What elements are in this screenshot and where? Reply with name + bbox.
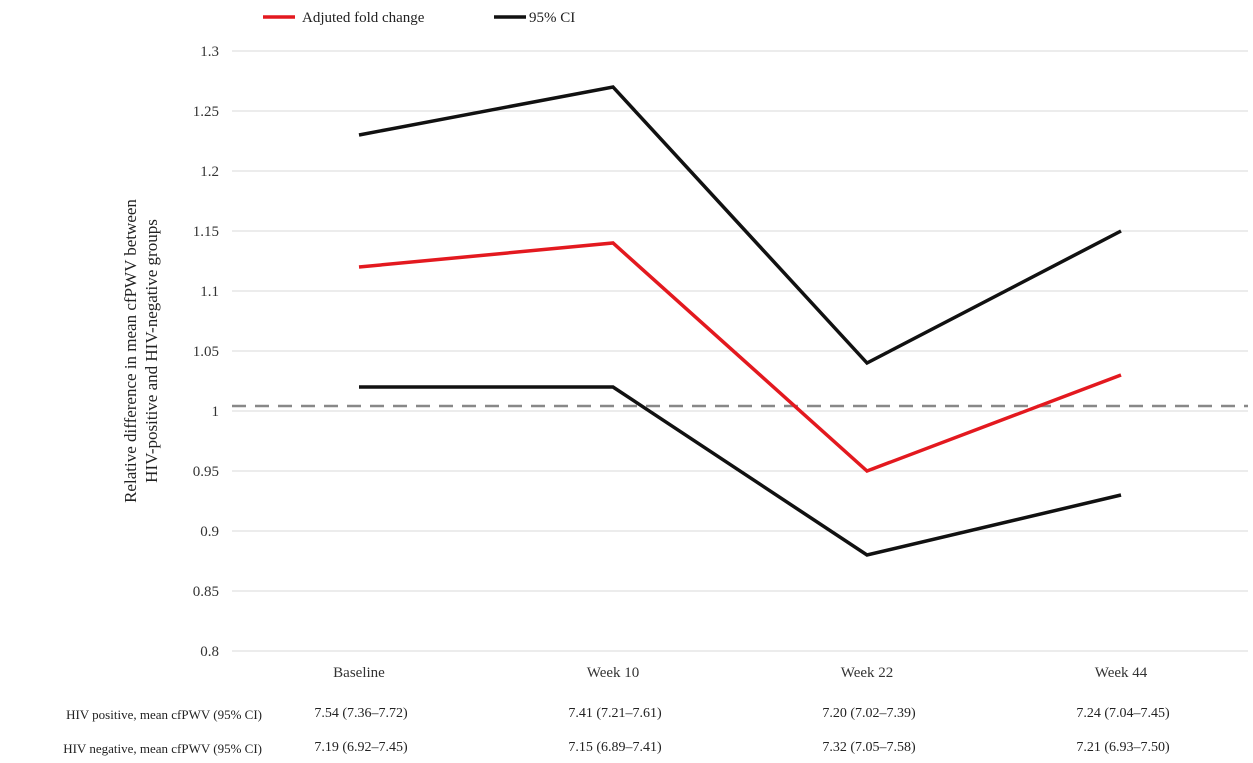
legend-label-ci: 95% CI bbox=[529, 10, 575, 26]
y-tick-label: 1.1 bbox=[200, 284, 219, 300]
y-tick-label: 1.3 bbox=[200, 44, 219, 60]
gridlines bbox=[232, 50, 1248, 652]
y-axis-ticks: 0.8 0.85 0.9 0.95 1 1.05 1.1 1.15 1.2 1.25 1.3 bbox=[193, 44, 219, 660]
x-category-label: Week 10 bbox=[587, 665, 640, 680]
series-line-fold-change bbox=[358, 241, 1122, 474]
legend-label-fold-change: Adjuted fold change bbox=[302, 10, 425, 26]
series-lines bbox=[358, 85, 1122, 557]
x-axis-categories: Baseline Week 10 Week 22 Week 44 bbox=[333, 665, 1148, 680]
table-row-label-hiv-positive: HIV positive, mean cfPWV (95% CI) bbox=[66, 707, 262, 722]
y-tick-label: 1 bbox=[212, 404, 220, 420]
table-cell: 7.20 (7.02–7.39) bbox=[822, 706, 916, 721]
table-cell: 7.54 (7.36–7.72) bbox=[314, 706, 408, 721]
table-cell: 7.32 (7.05–7.58) bbox=[822, 740, 916, 755]
table-cell: 7.41 (7.21–7.61) bbox=[568, 706, 662, 721]
table-cell: 7.15 (6.89–7.41) bbox=[568, 740, 662, 755]
x-category-label: Baseline bbox=[333, 665, 385, 680]
legend: Adjuted fold change 95% CI bbox=[263, 10, 575, 26]
y-tick-label: 1.05 bbox=[193, 344, 219, 360]
y-axis-label-line1: Relative difference in mean cfPWV betwee… bbox=[121, 199, 140, 503]
table-cell: 7.21 (6.93–7.50) bbox=[1076, 740, 1170, 755]
y-tick-label: 0.95 bbox=[193, 464, 219, 480]
table-cell: 7.19 (6.92–7.45) bbox=[314, 740, 408, 755]
series-line-ci-upper bbox=[358, 85, 1122, 366]
y-tick-label: 0.8 bbox=[200, 644, 219, 660]
line-chart: Adjuted fold change 95% CI 0.8 0.85 0.9 0.9… bbox=[121, 10, 1248, 680]
series-line-ci-lower bbox=[359, 385, 1122, 557]
y-tick-label: 0.9 bbox=[200, 524, 219, 540]
y-tick-label: 1.15 bbox=[193, 224, 219, 240]
table-row-label-hiv-negative: HIV negative, mean cfPWV (95% CI) bbox=[63, 741, 262, 756]
x-category-label: Week 44 bbox=[1095, 665, 1148, 680]
y-axis-label-line2: HIV-positive and HIV-negative groups bbox=[142, 219, 161, 483]
x-category-label: Week 22 bbox=[841, 665, 894, 680]
table-cell: 7.24 (7.04–7.45) bbox=[1076, 706, 1170, 721]
y-tick-label: 0.85 bbox=[193, 584, 219, 600]
y-tick-label: 1.2 bbox=[200, 164, 219, 180]
y-tick-label: 1.25 bbox=[193, 104, 219, 120]
